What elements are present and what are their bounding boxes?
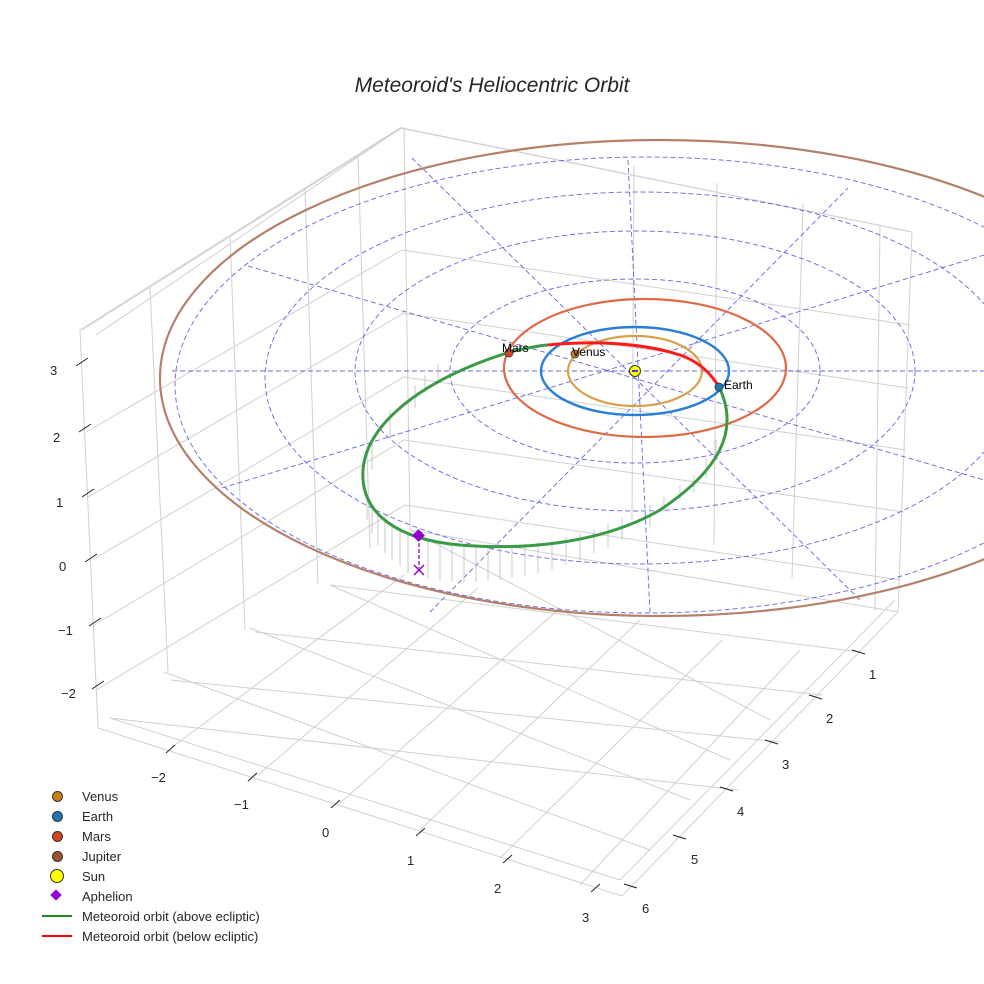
legend: Venus Earth Mars Jupiter Sun Aphelion Me… xyxy=(38,786,260,946)
legend-item-mars: Mars xyxy=(38,826,260,846)
mars-orbit xyxy=(502,297,788,439)
mars-marker-icon xyxy=(504,348,514,358)
legend-label: Earth xyxy=(82,808,114,824)
y-tick: 6 xyxy=(642,901,649,916)
legend-item-venus: Venus xyxy=(38,786,260,806)
jupiter-legend-icon xyxy=(52,851,63,862)
venus-orbit xyxy=(566,334,704,408)
z-tick: 3 xyxy=(50,363,57,378)
legend-label: Aphelion xyxy=(82,888,133,904)
aphelion-projection-x-icon xyxy=(413,564,425,576)
legend-item-orbit-below: Meteoroid orbit (below ecliptic) xyxy=(38,926,260,946)
z-axis-ticks xyxy=(75,357,105,690)
diamond-legend-icon xyxy=(50,889,62,901)
x-tick: 3 xyxy=(582,910,589,925)
legend-label: Venus xyxy=(82,788,119,804)
legend-label: Mars xyxy=(82,828,111,844)
mars-legend-icon xyxy=(52,831,63,842)
y-tick: 3 xyxy=(782,757,789,772)
sun-legend-icon xyxy=(50,869,64,883)
legend-label: Jupiter xyxy=(82,848,122,864)
z-tick: 2 xyxy=(53,430,60,445)
earth-orbit xyxy=(539,325,731,417)
y-axis-ticks xyxy=(623,649,866,889)
legend-item-earth: Earth xyxy=(38,806,260,826)
y-tick: 5 xyxy=(691,852,698,867)
venus-legend-icon xyxy=(52,791,63,802)
x-tick: −2 xyxy=(151,770,166,785)
x-axis-ticks xyxy=(165,744,601,893)
legend-label: Meteoroid orbit (above ecliptic) xyxy=(82,908,260,924)
legend-label: Sun xyxy=(82,868,106,884)
x-tick: −1 xyxy=(234,797,249,812)
y-tick: 1 xyxy=(869,667,876,682)
z-tick: 1 xyxy=(56,495,63,510)
red-line-legend-icon xyxy=(42,935,72,937)
x-tick: 0 xyxy=(322,825,329,840)
z-tick: −2 xyxy=(61,686,76,701)
x-tick: 2 xyxy=(494,881,501,896)
axes-box xyxy=(79,126,913,897)
chart-title: Meteoroid's Heliocentric Orbit xyxy=(354,74,630,97)
legend-item-sun: Sun xyxy=(38,866,260,886)
venus-marker-icon xyxy=(570,349,580,359)
jupiter-orbit xyxy=(159,138,984,618)
y-tick: 2 xyxy=(826,711,833,726)
y-tick: 4 xyxy=(737,804,744,819)
meteoroid-orbit-above xyxy=(361,343,729,549)
ecliptic-reference-grid xyxy=(172,156,984,614)
venus-label: Venus xyxy=(572,345,605,359)
green-line-legend-icon xyxy=(42,915,72,917)
z-tick: 0 xyxy=(59,559,66,574)
x-tick: 1 xyxy=(407,853,414,868)
legend-item-jupiter: Jupiter xyxy=(38,846,260,866)
meteoroid-orbit-below xyxy=(547,341,721,388)
earth-legend-icon xyxy=(52,811,63,822)
legend-item-aphelion: Aphelion xyxy=(38,886,260,906)
earth-label: Earth xyxy=(724,378,753,392)
legend-item-orbit-above: Meteoroid orbit (above ecliptic) xyxy=(38,906,260,926)
earth-marker-icon xyxy=(714,382,724,392)
legend-label: Meteoroid orbit (below ecliptic) xyxy=(82,928,259,944)
mars-label: Mars xyxy=(502,341,529,355)
z-tick: −1 xyxy=(58,623,73,638)
